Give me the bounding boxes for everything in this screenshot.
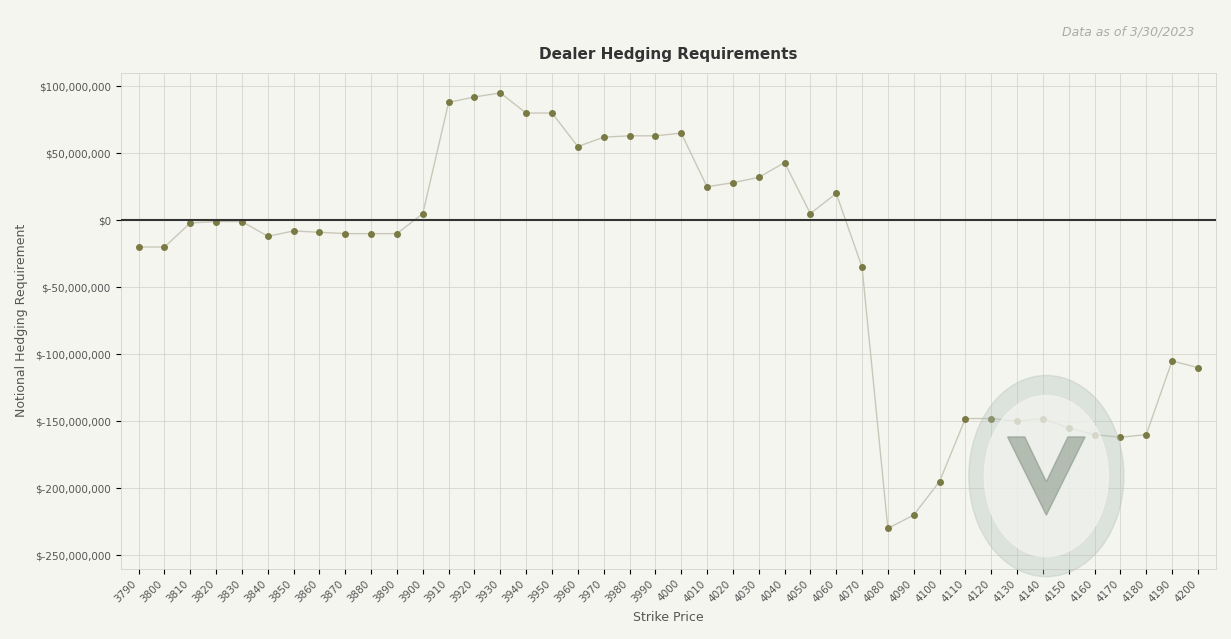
Title: Dealer Hedging Requirements: Dealer Hedging Requirements <box>539 47 798 62</box>
Y-axis label: Notional Hedging Requirement: Notional Hedging Requirement <box>15 224 28 417</box>
Text: Data as of 3/30/2023: Data as of 3/30/2023 <box>1061 26 1194 38</box>
Circle shape <box>985 396 1108 557</box>
Polygon shape <box>1007 437 1085 515</box>
X-axis label: Strike Price: Strike Price <box>633 611 704 624</box>
Circle shape <box>969 376 1124 576</box>
